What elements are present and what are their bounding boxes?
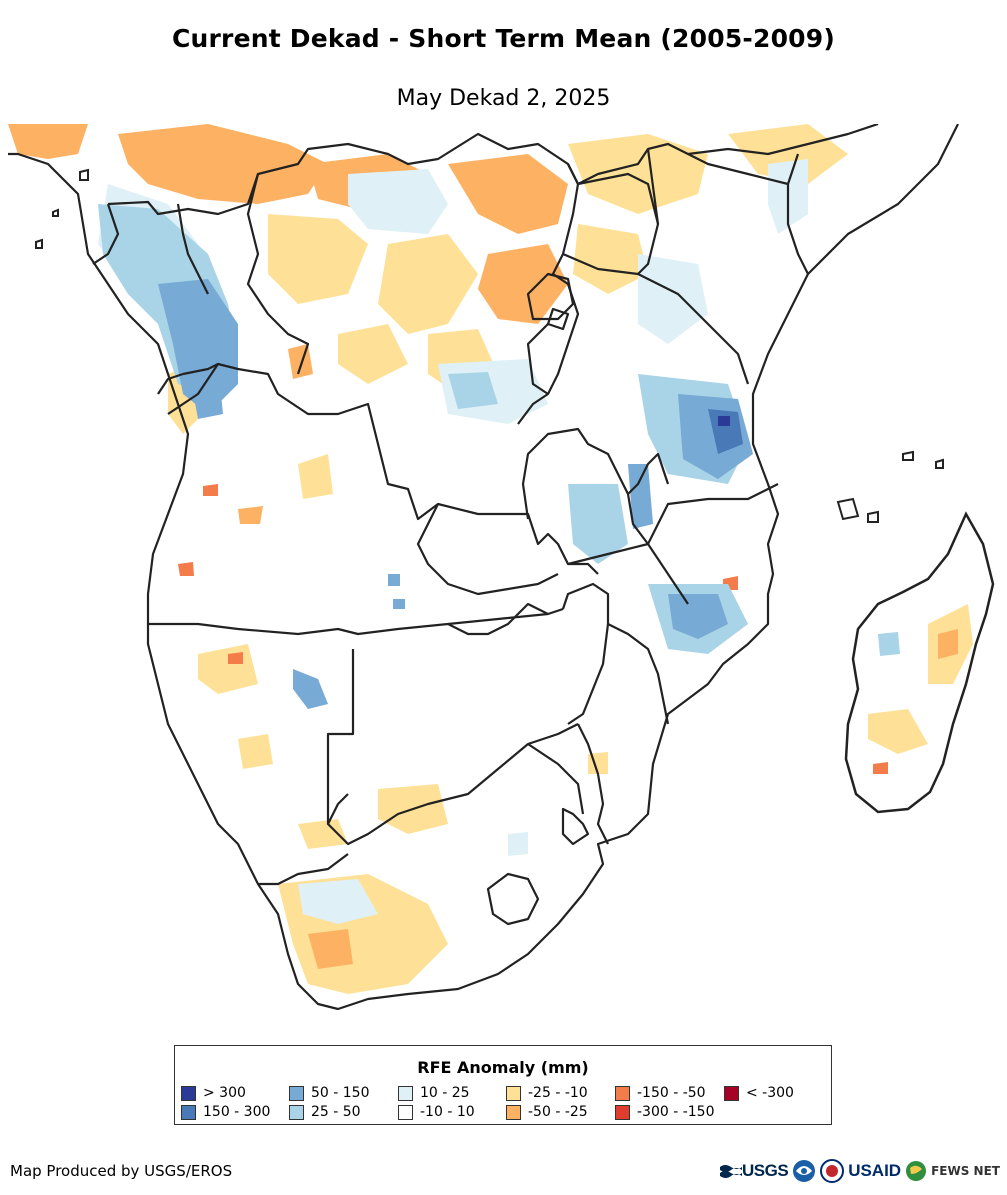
map-title: Current Dekad - Short Term Mean (2005-20… (171, 24, 836, 53)
legend-swatch (724, 1085, 739, 1101)
partner-logos: USGS USAID FEWS NET (720, 1157, 1002, 1185)
anomaly-map (8, 124, 995, 1011)
legend-label: -300 - -150 (637, 1104, 715, 1120)
africa-landmass (8, 124, 958, 1009)
legend-label: -150 - -50 (637, 1085, 706, 1101)
legend-swatch (181, 1085, 196, 1101)
legend-swatch (289, 1085, 304, 1101)
legend-label: > 300 (203, 1085, 246, 1101)
legend: RFE Anomaly (mm) > 300 150 - 300 50 - 150 2… (174, 1045, 832, 1125)
legend-label: -25 - -10 (528, 1085, 588, 1101)
legend-item: -25 - -10 (506, 1085, 588, 1101)
legend-item: -10 - 10 (398, 1104, 475, 1120)
legend-item: 150 - 300 (181, 1104, 270, 1120)
legend-label: 50 - 150 (311, 1085, 370, 1101)
fews-globe-icon (906, 1161, 927, 1181)
legend-item: 25 - 50 (289, 1104, 361, 1120)
usaid-seal-icon (820, 1159, 845, 1183)
map-credit: Map Produced by USGS/EROS (10, 1162, 233, 1180)
legend-swatch (615, 1085, 630, 1101)
legend-item: -50 - -25 (506, 1104, 588, 1120)
anomaly-patches-wet (98, 159, 900, 924)
legend-item: 10 - 25 (398, 1085, 470, 1101)
legend-swatch (398, 1104, 413, 1120)
legend-label: -10 - 10 (420, 1104, 475, 1120)
legend-swatch (506, 1104, 521, 1120)
usaid-text: USAID (848, 1161, 902, 1180)
legend-label: 150 - 300 (203, 1104, 271, 1120)
legend-label: 10 - 25 (420, 1085, 470, 1101)
legend-label: < -300 (746, 1085, 794, 1101)
legend-swatch (289, 1104, 304, 1120)
map-subtitle: May Dekad 2, 2025 (396, 86, 611, 111)
legend-item: -300 - -150 (615, 1104, 715, 1120)
legend-item: -150 - -50 (615, 1085, 706, 1101)
country-borders (8, 124, 959, 1011)
madagascar (844, 511, 995, 814)
usgs-wave-icon (720, 1165, 742, 1178)
noaa-icon (793, 1160, 816, 1182)
legend-swatch (181, 1104, 196, 1120)
usgs-text: USGS (742, 1161, 789, 1180)
legend-item: 50 - 150 (289, 1085, 370, 1101)
legend-swatch (506, 1085, 521, 1101)
legend-label: 25 - 50 (311, 1104, 361, 1120)
legend-label: -50 - -25 (528, 1104, 588, 1120)
usgs-logo: USGS (720, 1161, 789, 1181)
islands (35, 168, 944, 523)
legend-title: RFE Anomaly (mm) (417, 1058, 589, 1077)
legend-swatch (615, 1104, 630, 1120)
legend-swatch (398, 1085, 413, 1101)
legend-item: < -300 (724, 1085, 794, 1101)
fews-net-text: FEWS NET (931, 1164, 1000, 1178)
legend-item: > 300 (181, 1085, 246, 1101)
